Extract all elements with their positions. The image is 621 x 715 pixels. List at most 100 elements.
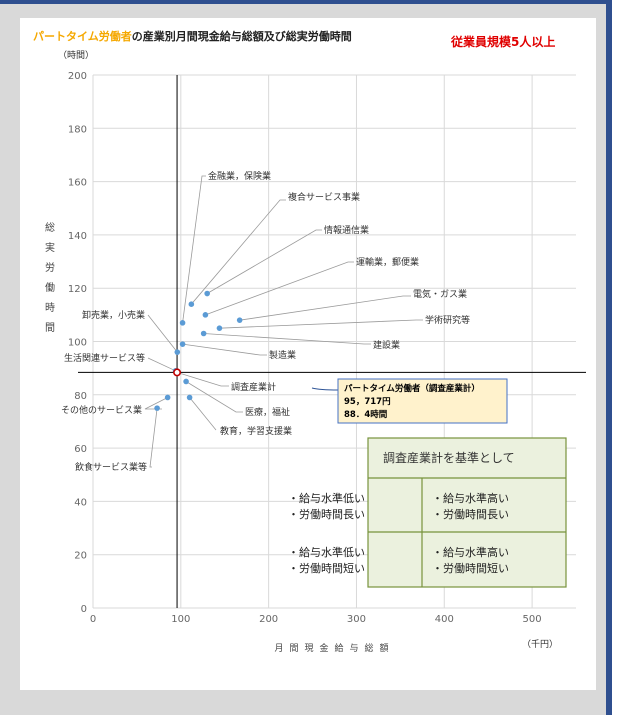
y-tick-label: 100: [68, 338, 87, 349]
y-tick-label: 40: [74, 497, 87, 508]
callout-line1: パートタイム労働者（調査産業計）: [344, 383, 480, 394]
data-point: [200, 330, 207, 337]
quadrant-tl-line2: ・労働時間長い: [288, 507, 365, 521]
point-label: 製造業: [269, 349, 296, 361]
y-tick-label: 120: [68, 284, 87, 295]
x-tick-label: 0: [90, 614, 96, 625]
y-axis-label: 総実労働時間: [45, 221, 55, 334]
y-tick-label: 0: [81, 604, 87, 615]
quadrant-bl-line2: ・労働時間短い: [288, 561, 365, 575]
data-point: [174, 349, 181, 355]
point-label: 教育，学習支援業: [220, 425, 292, 437]
point-label: その他のサービス業: [61, 404, 142, 416]
data-point: [236, 317, 243, 323]
data-point: [179, 341, 186, 347]
point-label: 生活関連サービス等: [64, 352, 145, 364]
quadrant-tr-line1: ・給与水準高い: [432, 491, 509, 505]
x-axis-label-char: 現: [304, 643, 313, 654]
chart-title-highlight: パートタイム労働者: [33, 29, 132, 43]
x-axis-label-char: 額: [379, 642, 388, 654]
y-tick-label: 80: [74, 391, 87, 402]
y-tick-label: 160: [68, 178, 87, 189]
leader-line: [149, 408, 158, 468]
scatter-chart: パートタイム労働者の産業別月間現金給与総額及び総実労働時間 従業員規模5人以上 …: [33, 29, 586, 654]
x-tick-label: 400: [435, 614, 454, 625]
leader-line: [147, 357, 176, 372]
point-label: 情報通信業: [324, 224, 369, 236]
quadrant-bl-line1: ・給与水準低い: [288, 545, 365, 559]
point-label: 調査産業計: [231, 381, 276, 393]
y-tick-label: 180: [68, 124, 87, 135]
y-axis-label-char: 労: [45, 261, 55, 274]
leader-line: [182, 175, 206, 323]
callout-box: パートタイム労働者（調査産業計） 95，717円 88．4時間: [311, 378, 508, 424]
leader-line: [189, 397, 217, 431]
point-label: 学術研究等: [425, 314, 470, 326]
leader-line: [205, 261, 354, 316]
leader-lines: [144, 175, 423, 468]
y-unit-label: （時間）: [58, 50, 94, 61]
quadrant-box-title: 調査産業計を基準として: [383, 450, 515, 465]
x-tick-label: 500: [523, 614, 542, 625]
point-labels: 金融業，保険業複合サービス事業情報通信業運輸業，郵便業電気・ガス業学術研究等建設…: [61, 170, 470, 473]
quadrant-br-line1: ・給与水準高い: [432, 545, 509, 559]
callout-line3: 88．4時間: [344, 409, 387, 420]
x-axis-label-char: 総: [364, 642, 373, 654]
x-tick-label: 300: [347, 614, 366, 625]
leader-line: [182, 343, 267, 356]
quadrant-box: 調査産業計を基準として ・給与水準低い ・労働時間長い ・給与水準高い ・労働時…: [288, 437, 567, 588]
data-points: [154, 290, 243, 411]
leader-line: [191, 199, 286, 305]
quadrant-tl-line1: ・給与水準低い: [288, 491, 365, 505]
leader-line: [147, 314, 178, 353]
data-point: [186, 394, 193, 401]
x-axis-label-char: 金: [319, 642, 328, 654]
reference-point: [173, 368, 182, 377]
data-point: [202, 312, 209, 318]
quadrant-br-line2: ・労働時間短い: [432, 561, 509, 575]
y-axis-label-char: 間: [45, 322, 55, 334]
chart-title: パートタイム労働者の産業別月間現金給与総額及び総実労働時間: [33, 29, 352, 43]
x-axis-label-char: 与: [349, 643, 358, 654]
x-axis-label-char: 給: [334, 642, 343, 654]
point-label: 複合サービス事業: [288, 191, 360, 203]
data-point: [188, 301, 195, 307]
point-label: 医療，福祉: [245, 406, 290, 418]
reference-axes: [78, 75, 586, 608]
callout-background: [337, 378, 508, 424]
y-tick-label: 200: [68, 71, 87, 82]
y-axis-label-char: 総: [45, 221, 55, 234]
y-axis-label-char: 実: [45, 241, 55, 254]
grid-layer: [92, 74, 576, 609]
tick-labels: 0 100 200 300 400 500 0 20 40 60 80 100 120 140 160 180…: [68, 71, 542, 625]
x-axis-label: 月間現金給与総額: [274, 642, 388, 654]
leader-line: [219, 319, 423, 329]
x-tick-label: 200: [259, 614, 278, 625]
leader-line: [176, 372, 229, 387]
y-axis-label-char: 働: [45, 281, 55, 294]
leader-line: [206, 229, 322, 294]
chart-card: パートタイム労働者の産業別月間現金給与総額及び総実労働時間 従業員規模5人以上 …: [20, 18, 596, 690]
data-point: [216, 325, 223, 331]
data-point: [154, 405, 160, 411]
quadrant-box-frame: [367, 437, 567, 588]
point-label: 飲食サービス業等: [75, 461, 147, 473]
x-axis-label-char: 間: [289, 643, 298, 654]
point-label: 建設業: [373, 339, 400, 351]
x-tick-label: 100: [171, 614, 190, 625]
leader-line: [185, 381, 243, 413]
point-label: 電気・ガス業: [413, 288, 467, 300]
chart-title-rest: の産業別月間現金給与総額及び総実労働時間: [132, 29, 352, 43]
data-point: [164, 394, 171, 401]
y-tick-label: 20: [74, 551, 87, 562]
point-label: 運輸業，郵便業: [356, 256, 419, 268]
y-tick-label: 60: [74, 444, 87, 455]
callout-line2: 95，717円: [344, 397, 391, 407]
chart-subtitle: 従業員規模5人以上: [450, 34, 555, 49]
data-point: [179, 320, 186, 326]
callout-connector: [311, 387, 339, 391]
quadrant-tr-line2: ・労働時間長い: [432, 507, 509, 521]
x-axis-label-char: 月: [274, 643, 283, 654]
data-point: [204, 290, 210, 297]
